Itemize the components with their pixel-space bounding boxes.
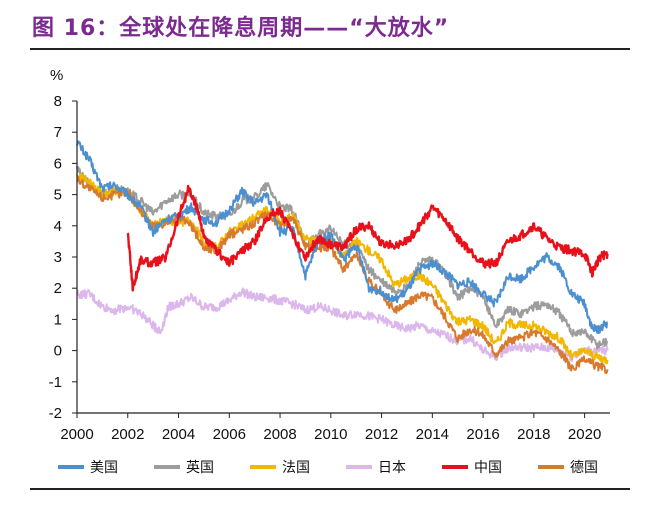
x-tick-label: 2014 (416, 426, 449, 443)
legend-label: 日本 (378, 460, 406, 476)
legend-label: 美国 (90, 460, 118, 476)
bottom-rule (30, 488, 630, 490)
legend-label: 中国 (474, 460, 502, 476)
y-axis-unit-label: % (50, 67, 63, 84)
y-tick-label: 4 (54, 218, 62, 235)
x-tick-label: 2012 (365, 426, 398, 443)
y-tick-label: 1 (54, 311, 62, 328)
y-tick-label: 5 (54, 187, 62, 204)
y-tick-label: -2 (49, 405, 62, 422)
legend: 美国 英国 法国 日本 中国 德国 (58, 459, 598, 476)
legend-label: 法国 (282, 460, 310, 476)
y-tick-label: 7 (54, 124, 62, 141)
x-axis-ticks: 2000 2002 2004 2006 2008 2010 2012 2014 2016 2018… (60, 413, 601, 443)
x-tick-label: 2010 (314, 426, 347, 443)
y-tick-label: 8 (54, 93, 62, 110)
x-tick-label: 2016 (466, 426, 499, 443)
x-tick-label: 2018 (517, 426, 550, 443)
series-line-3 (76, 287, 609, 362)
y-tick-label: 6 (54, 155, 62, 172)
y-tick-label: -1 (49, 374, 62, 391)
x-tick-label: 2008 (263, 426, 296, 443)
y-tick-label: 0 (54, 343, 62, 360)
figure-title: 图 16：全球处在降息周期——“大放水” (32, 16, 450, 41)
y-axis-ticks: -2 -1 0 1 2 3 4 5 6 7 8 (49, 93, 77, 422)
legend-label: 德国 (570, 460, 598, 476)
series-layer (76, 140, 609, 374)
x-tick-label: 2006 (213, 426, 246, 443)
series-line-4 (126, 184, 609, 292)
x-tick-label: 2000 (60, 426, 93, 443)
legend-label: 英国 (186, 459, 214, 476)
y-tick-label: 3 (54, 249, 62, 266)
top-rule (30, 48, 630, 50)
series-line-0 (76, 140, 608, 334)
x-tick-label: 2020 (568, 426, 601, 443)
x-tick-label: 2004 (162, 426, 195, 443)
y-tick-label: 2 (54, 280, 62, 297)
x-tick-label: 2002 (111, 426, 144, 443)
